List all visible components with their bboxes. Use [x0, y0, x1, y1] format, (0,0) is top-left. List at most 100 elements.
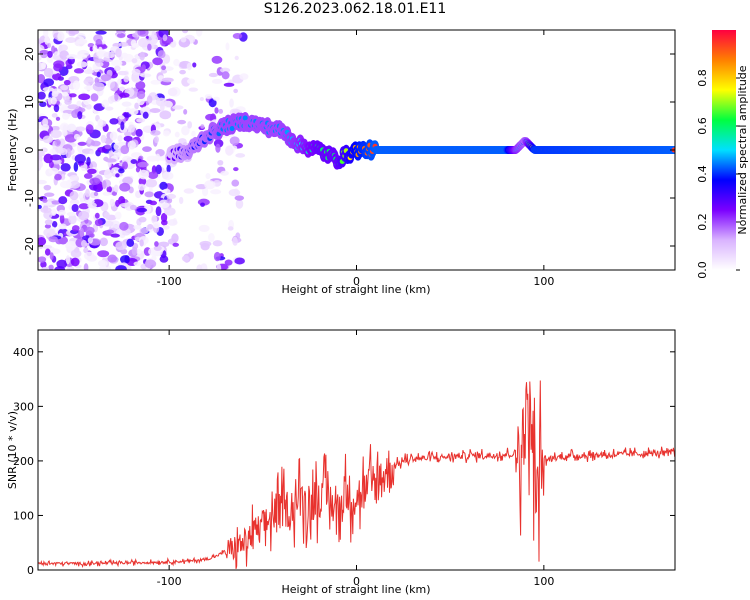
noise-speckle	[94, 219, 103, 227]
noise-speckle	[126, 238, 135, 248]
noise-speckle	[218, 108, 224, 114]
noise-speckle	[139, 227, 149, 234]
ridge-point	[229, 126, 235, 132]
noise-speckle	[83, 251, 95, 261]
noise-speckle	[160, 69, 168, 74]
noise-speckle	[48, 264, 54, 270]
noise-speckle	[87, 237, 93, 244]
noise-speckle	[43, 153, 53, 164]
noise-speckle	[44, 224, 52, 229]
noise-speckle	[71, 203, 79, 213]
noise-speckle	[47, 50, 53, 58]
noise-speckle	[118, 168, 125, 174]
noise-speckle	[219, 67, 231, 73]
noise-speckle	[93, 58, 105, 63]
noise-speckle	[38, 263, 41, 270]
noise-speckle	[135, 166, 141, 173]
noise-speckle	[115, 241, 128, 251]
noise-speckle	[69, 175, 79, 181]
spectrogram-xlabel: Height of straight line (km)	[281, 283, 430, 296]
noise-speckle	[124, 131, 132, 137]
noise-speckle	[71, 109, 80, 119]
noise-speckle	[40, 207, 52, 214]
noise-speckle	[118, 86, 126, 92]
noise-speckle	[41, 266, 49, 270]
noise-speckle	[227, 226, 234, 231]
noise-speckle	[85, 188, 90, 198]
noise-speckle	[192, 62, 197, 68]
noise-speckle	[39, 101, 47, 108]
noise-speckle	[122, 161, 128, 170]
noise-speckle	[154, 136, 159, 144]
noise-speckle	[117, 70, 129, 76]
noise-speckle	[58, 196, 68, 205]
y-tick-label: 200	[13, 455, 34, 468]
noise-speckle	[123, 135, 133, 142]
y-tick-label: 300	[13, 400, 34, 413]
noise-speckle	[136, 207, 148, 213]
noise-speckle	[234, 55, 239, 61]
noise-speckle	[63, 79, 71, 86]
noise-speckle	[119, 182, 131, 192]
noise-speckle	[42, 87, 54, 92]
noise-speckle	[114, 92, 119, 102]
noise-speckle	[79, 197, 85, 203]
noise-speckle	[53, 104, 60, 113]
noise-speckle	[58, 223, 67, 230]
noise-speckle	[43, 78, 55, 87]
colorbar-tick-label: 0.4	[696, 165, 709, 183]
noise-speckle	[69, 191, 79, 201]
noise-speckle	[138, 177, 147, 186]
noise-speckle	[224, 259, 233, 266]
noise-speckle	[150, 130, 161, 136]
y-tick-label: 100	[13, 509, 34, 522]
y-tick-label: 400	[13, 346, 34, 359]
noise-speckle	[75, 126, 86, 132]
noise-speckle	[121, 52, 129, 58]
colorbar-tick-label: 0.6	[696, 117, 709, 135]
noise-speckle	[70, 249, 82, 258]
noise-speckle	[50, 129, 62, 139]
noise-speckle	[50, 126, 61, 131]
noise-speckle	[54, 173, 62, 181]
noise-speckle	[103, 169, 113, 179]
noise-speckle	[83, 173, 93, 179]
noise-speckle	[100, 134, 107, 144]
noise-speckle	[208, 233, 215, 243]
noise-speckle	[66, 266, 75, 270]
noise-speckle	[139, 239, 144, 247]
noise-speckle	[182, 30, 189, 34]
noise-speckle	[87, 42, 95, 48]
snr-xlabel: Height of straight line (km)	[281, 583, 430, 596]
noise-speckle	[101, 99, 110, 108]
noise-speckle	[177, 119, 186, 125]
noise-speckle	[136, 117, 146, 123]
noise-speckle	[205, 172, 211, 180]
noise-speckle	[51, 221, 58, 228]
noise-speckle	[123, 75, 130, 83]
noise-speckle	[167, 87, 178, 97]
noise-speckle	[159, 255, 169, 263]
colorbar-tick-label: 0.2	[696, 213, 709, 231]
y-tick-label: -10	[23, 189, 36, 207]
noise-speckle	[113, 184, 119, 193]
noise-speckle	[97, 259, 108, 267]
noise-speckle	[44, 248, 51, 256]
noise-speckle	[159, 110, 172, 120]
noise-speckle	[48, 167, 59, 175]
noise-speckle	[73, 161, 79, 172]
noise-speckle	[108, 150, 113, 157]
noise-speckle	[172, 105, 184, 110]
noise-speckle	[150, 79, 161, 85]
noise-speckle	[217, 159, 224, 166]
noise-speckle	[144, 191, 154, 198]
noise-speckle	[144, 259, 157, 269]
noise-speckle	[234, 195, 245, 201]
noise-speckle	[158, 241, 170, 248]
noise-speckle	[71, 225, 80, 232]
noise-speckle	[233, 88, 238, 94]
y-tick-label: 0	[27, 564, 34, 577]
noise-speckle	[58, 44, 68, 52]
y-tick-label: -20	[23, 237, 36, 255]
noise-speckle	[66, 54, 78, 60]
